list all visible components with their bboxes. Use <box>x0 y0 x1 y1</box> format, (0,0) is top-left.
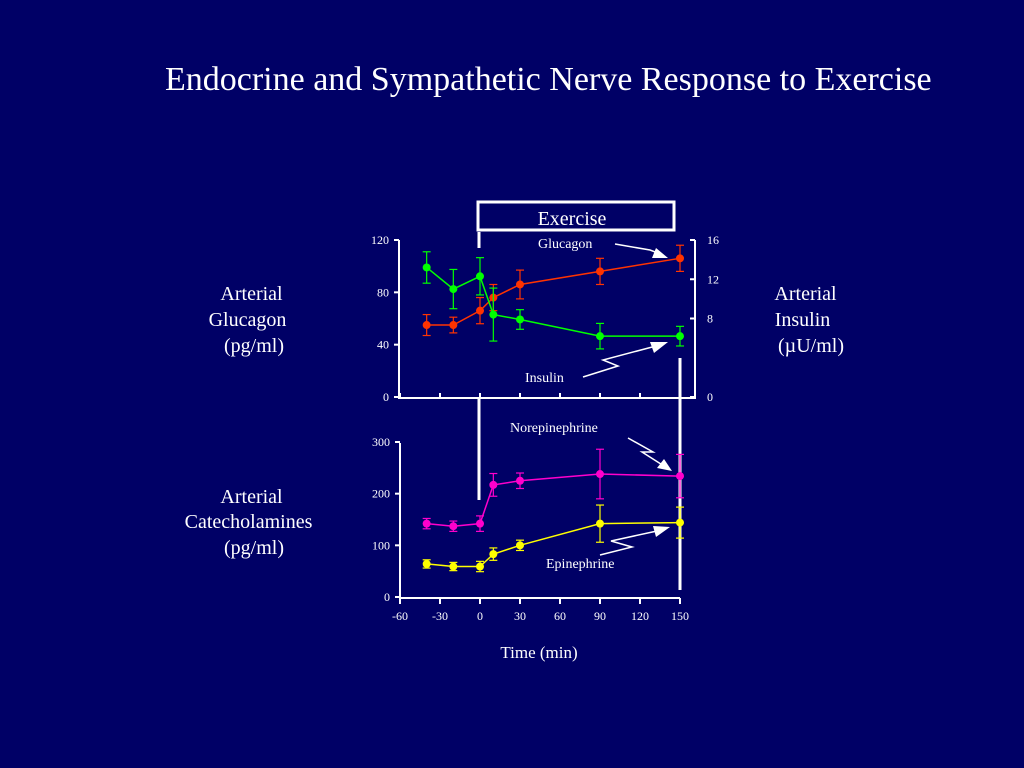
glucagon-point <box>596 267 604 276</box>
insulin-point <box>489 310 498 319</box>
right-tick-label: 0 <box>707 390 713 404</box>
insulin-axis-label-line2: Insulin <box>775 309 831 331</box>
insulin-point <box>449 285 458 294</box>
bottom-y-tick-label: 300 <box>372 435 390 449</box>
left-tick-label: 120 <box>371 233 389 247</box>
bottom-y-tick-label: 0 <box>384 590 390 604</box>
catecholamines-axis-label-line3: (pg/ml) <box>224 537 284 559</box>
glucagon-point <box>449 321 458 330</box>
insulin-annotation: Insulin <box>525 371 564 386</box>
insulin-point <box>422 263 431 272</box>
x-tick-label: 90 <box>594 609 606 623</box>
x-tick-label: 120 <box>631 609 649 623</box>
norepinephrine-annotation: Norepinephrine <box>510 421 598 436</box>
insulin-pointer <box>582 345 657 378</box>
epinephrine-point <box>516 541 524 550</box>
right-tick-label: 16 <box>707 233 719 247</box>
insulin-point <box>516 315 524 324</box>
norepinephrine-arrowhead <box>657 459 672 471</box>
insulin-axis-label-line1: Arterial <box>774 283 837 305</box>
epinephrine-annotation: Epinephrine <box>546 557 614 572</box>
glucagon-line <box>426 257 681 326</box>
epinephrine-point <box>422 559 431 568</box>
epinephrine-arrowhead <box>653 526 670 537</box>
catecholamines-axis-label-line2: Catecholamines <box>185 511 313 533</box>
norepinephrine-point <box>422 519 431 528</box>
exercise-bracket <box>476 200 682 590</box>
insulin-line <box>426 266 680 337</box>
epinephrine-point <box>449 562 458 571</box>
glucagon-series <box>422 244 684 337</box>
right-tick-label: 8 <box>707 312 713 326</box>
epinephrine-point <box>676 518 684 527</box>
glucagon-axis-label-line1: Arterial <box>220 283 283 305</box>
epinephrine-pointer <box>599 530 658 556</box>
norepinephrine-line <box>426 473 681 527</box>
glucagon-axis-label-line2: Glucagon <box>209 309 287 331</box>
insulin-axis-label: Arterial Insulin (µU/ml) <box>774 283 844 357</box>
insulin-arrowhead <box>650 342 668 353</box>
left-tick-label: 40 <box>377 338 389 352</box>
insulin-point <box>476 272 484 281</box>
insulin-axis-label-line3: (µU/ml) <box>778 335 844 357</box>
norepinephrine-point <box>489 480 498 489</box>
x-axis-title: Time (min) <box>500 643 577 662</box>
left-tick-label: 80 <box>377 285 389 299</box>
bottom-y-tick-label: 100 <box>372 538 390 552</box>
glucagon-point <box>516 280 524 289</box>
insulin-point <box>676 332 684 341</box>
bottom-axes <box>399 443 680 599</box>
x-tick-label: -60 <box>392 609 408 623</box>
bottom-ticks: 0 100 200 300 -60 -30 0 30 60 90 120 150 <box>372 435 689 623</box>
norepinephrine-series <box>422 448 684 532</box>
epinephrine-point <box>489 550 498 559</box>
glucagon-point <box>422 321 431 330</box>
glucagon-axis-label: Arterial Glucagon (pg/ml) <box>209 283 292 357</box>
glucagon-arrowhead <box>652 248 668 258</box>
epinephrine-point <box>476 562 484 571</box>
slide-title: Endocrine and Sympathetic Nerve Response… <box>165 61 932 98</box>
glucagon-point <box>476 306 484 315</box>
right-tick-label: 12 <box>707 272 719 286</box>
x-tick-label: 150 <box>671 609 689 623</box>
glucagon-annotation: Glucagon <box>538 237 592 252</box>
norepinephrine-pointer <box>627 437 665 467</box>
norepinephrine-point <box>449 522 458 531</box>
glucagon-point <box>676 254 684 263</box>
epinephrine-series <box>422 504 684 573</box>
top-ticks: 0 40 80 120 0 8 12 16 <box>371 233 719 404</box>
norepinephrine-point <box>516 476 524 485</box>
epinephrine-point <box>596 519 604 528</box>
norepinephrine-point <box>676 472 684 481</box>
x-tick-label: 0 <box>477 609 483 623</box>
glucagon-axis-label-line3: (pg/ml) <box>224 335 284 357</box>
x-tick-label: -30 <box>432 609 448 623</box>
left-tick-label: 0 <box>383 390 389 404</box>
catecholamines-axis-label: Arterial Catecholamines (pg/ml) <box>185 486 318 559</box>
x-tick-label: 60 <box>554 609 566 623</box>
insulin-series <box>422 251 684 350</box>
exercise-label: Exercise <box>538 208 607 230</box>
norepinephrine-point <box>476 519 484 528</box>
x-tick-label: 30 <box>514 609 526 623</box>
catecholamines-axis-label-line1: Arterial <box>220 486 283 508</box>
norepinephrine-point <box>596 470 604 479</box>
insulin-point <box>596 332 604 341</box>
bottom-y-tick-label: 200 <box>372 487 390 501</box>
